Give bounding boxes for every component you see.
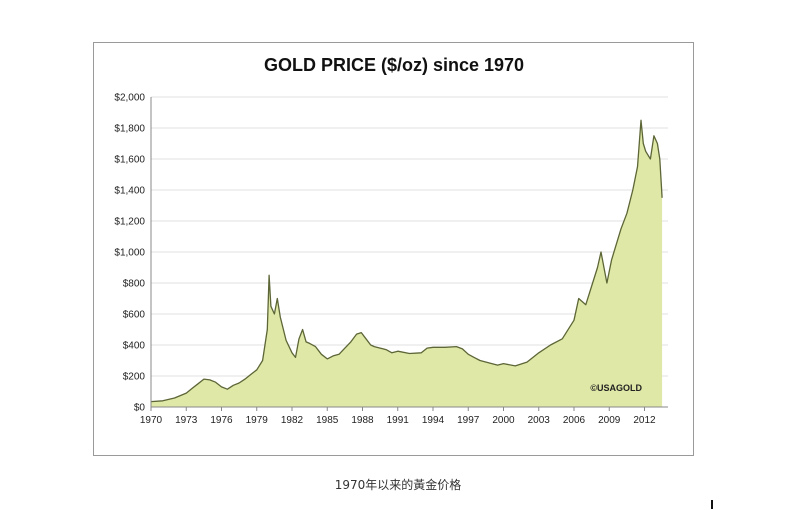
x-tick-label: 1991 (387, 415, 410, 426)
x-tick-label: 1997 (457, 415, 480, 426)
x-tick-label: 2000 (492, 415, 515, 426)
x-axis-tick-labels: 1970 1973 1976 1979 1982 1985 1988 1991 1994 1997… (140, 415, 656, 426)
x-tick-label: 1988 (351, 415, 374, 426)
x-tick-label: 2009 (598, 415, 621, 426)
gold-price-chart: GOLD PRICE ($/oz) since 1970 $0$200$400$… (114, 55, 668, 426)
y-tick-label: $1,800 (114, 124, 145, 135)
axes (150, 97, 668, 411)
y-tick-label: $0 (134, 403, 146, 414)
y-tick-label: $200 (123, 372, 146, 383)
x-tick-label: 1970 (140, 415, 163, 426)
gridlines (151, 96, 668, 377)
x-tick-label: 1982 (281, 415, 304, 426)
chart-title: GOLD PRICE ($/oz) since 1970 (264, 55, 524, 75)
price-area-fill (151, 120, 663, 408)
y-tick-label: $1,000 (114, 248, 145, 259)
y-axis-tick-labels: $0 $200 $400 $600 $800 $1,000 $1,200 $1,400 $1,6… (114, 93, 145, 414)
price-line (150, 119, 663, 403)
x-tick-label: 2006 (563, 415, 586, 426)
chart-frame: GOLD PRICE ($/oz) since 1970 $0 $200 $400 $… (93, 42, 694, 456)
plot-area (150, 119, 663, 408)
x-tick-label: 1994 (422, 415, 445, 426)
y-tick-label: $1,200 (114, 217, 145, 228)
y-tick-label: $400 (123, 341, 146, 352)
x-tick-label: 1985 (316, 415, 339, 426)
x-tick-label: 2003 (528, 415, 551, 426)
y-tick-label: $1,600 (114, 155, 145, 166)
y-tick-label: $1,400 (114, 186, 145, 197)
figure-caption: 1970年以来的黃金价格 (334, 478, 462, 492)
x-tick-label: 1973 (175, 415, 198, 426)
y-tick-label: $2,000 (114, 93, 145, 104)
usagold-watermark: ©USAGOLD (590, 383, 642, 393)
x-tick-label: 1976 (210, 415, 233, 426)
text-cursor (711, 500, 713, 509)
y-tick-label: $600 (123, 310, 146, 321)
x-tick-label: 1979 (246, 415, 269, 426)
y-tick-label: $800 (123, 279, 146, 290)
x-tick-label: 2012 (633, 415, 656, 426)
